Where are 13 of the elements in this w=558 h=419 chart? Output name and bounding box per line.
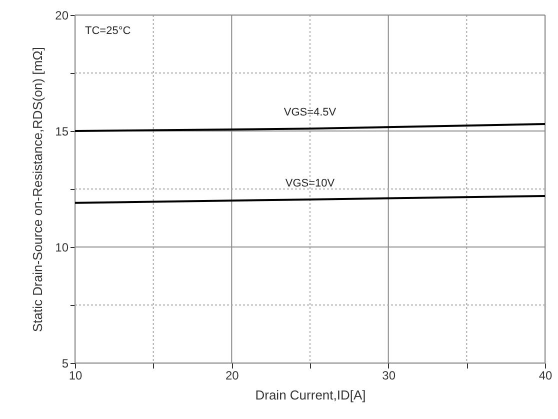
annotation: TC=25°C <box>85 25 131 37</box>
y-tick-label: 5 <box>62 356 69 370</box>
x-axis-title: Drain Current,ID[A] <box>255 388 366 402</box>
x-tick-label: 20 <box>225 368 240 382</box>
y-tick-label: 15 <box>55 124 69 138</box>
series-label: VGS=10V <box>285 177 336 190</box>
x-tick-label: 10 <box>68 368 82 382</box>
series-label: VGS=4.5V <box>284 106 337 119</box>
y-tick-label: 10 <box>55 240 69 254</box>
x-tick-label: 30 <box>382 368 396 382</box>
y-axis-title: Static Drain-Source on-Resistance,RDS(on) [mΩ] <box>30 47 46 332</box>
y-tick-label: 20 <box>55 8 69 22</box>
x-tick-label: 40 <box>538 368 552 382</box>
